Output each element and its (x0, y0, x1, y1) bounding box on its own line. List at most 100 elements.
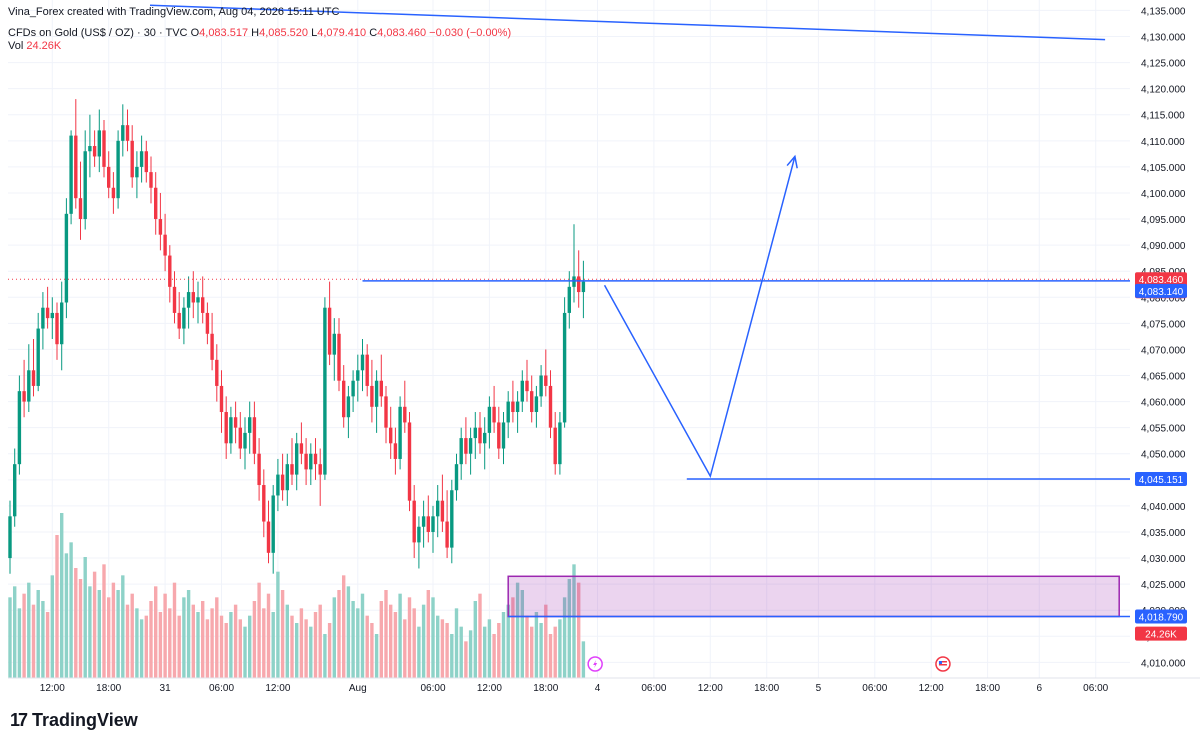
time-tick-label: 18:00 (975, 683, 1000, 694)
volume-legend[interactable]: Vol 24.26K (8, 40, 61, 52)
volume-bar (530, 626, 534, 678)
time-tick-label: 12:00 (477, 683, 502, 694)
candle-body (233, 417, 238, 428)
volume-value: 24.26K (26, 40, 62, 52)
candle-body (530, 391, 534, 413)
volume-bar (88, 586, 92, 678)
price-axis[interactable]: 4,135.000 4,130.000 4,125.000 4,120.000 4,11… (1130, 0, 1200, 700)
candle-body (13, 464, 17, 517)
candle-body (135, 166, 139, 178)
candle-body (384, 396, 388, 428)
resistance-price-tag-bg (1135, 283, 1187, 298)
candle-body (74, 135, 78, 199)
volume-bar (41, 601, 45, 678)
candle-body (111, 187, 116, 199)
candle-body (365, 354, 369, 386)
zone-price-tag-bg (1135, 609, 1187, 624)
volume-bar (280, 590, 285, 678)
demand-zone[interactable] (507, 575, 1120, 618)
volume-bar (426, 590, 430, 678)
time-axis[interactable]: 12:00 18:00 31 06:00 12:00 Aug 06:00 12:00 18:00… (8, 677, 1200, 694)
open-value: 4,083.517 (199, 27, 249, 39)
volume-bar (492, 634, 496, 678)
volume-bar (74, 568, 78, 678)
volume-bar (548, 634, 553, 678)
candle-body (553, 427, 557, 465)
volume-bar (553, 626, 557, 678)
volume-bar (102, 564, 106, 678)
volume-bar (22, 593, 26, 678)
volume-bar (417, 626, 421, 678)
time-tick-label: 06:00 (420, 683, 445, 694)
candle-body (154, 187, 158, 220)
candle-body (31, 370, 36, 386)
candle-body (285, 464, 289, 491)
candle-body (520, 380, 524, 402)
time-tick-label: 18:00 (754, 683, 779, 694)
volume-bar (266, 593, 271, 678)
candle-body (177, 312, 181, 329)
candle-body (243, 432, 247, 449)
time-tick-label: 12:00 (919, 683, 944, 694)
candle-body (478, 427, 482, 444)
candle-body (45, 307, 50, 319)
volume-bar (262, 608, 266, 678)
candle-body (421, 516, 426, 527)
time-tick-label: 12:00 (265, 683, 290, 694)
us-flag-event-icon[interactable] (935, 656, 951, 672)
candle-body (257, 453, 261, 486)
candle-body (102, 130, 106, 167)
trendline[interactable] (149, 4, 1106, 41)
candle-body (379, 380, 383, 397)
candle-body (158, 219, 163, 235)
volume-bar (318, 604, 322, 678)
volume-bar (351, 601, 355, 678)
volume-bar (224, 623, 228, 678)
candle-body (337, 333, 341, 381)
candle-body (248, 417, 252, 433)
candle-body (487, 406, 492, 433)
candle-body (393, 443, 398, 459)
symbol-legend[interactable]: CFDs on Gold (US$ / OZ) · 30 · TVC O4,08… (8, 27, 511, 39)
volume-bar (154, 586, 158, 678)
candle-body (210, 333, 214, 360)
volume-bar (163, 593, 167, 678)
candle-body (83, 151, 87, 220)
candle-body (88, 146, 92, 152)
candle-body (539, 375, 543, 397)
candle-body (356, 370, 360, 381)
volume-bar (60, 513, 64, 678)
candle-body (41, 307, 45, 329)
volume-bar (31, 604, 36, 678)
candle-body (201, 297, 205, 313)
candle-body (346, 396, 351, 418)
candle-body (403, 406, 407, 423)
candle-body (468, 438, 473, 454)
volume-bar (478, 593, 482, 678)
change-value: −0.030 (−0.00%) (429, 27, 512, 39)
volume-bar (135, 608, 139, 678)
candle-body (229, 417, 233, 444)
chart-drawings[interactable] (8, 4, 1130, 618)
candle-body (299, 443, 304, 454)
candle-body (22, 391, 26, 402)
candle-body (280, 474, 285, 491)
volume-bar (562, 597, 567, 678)
lightning-event-icon[interactable] (587, 656, 603, 672)
volume-bar (168, 608, 172, 678)
candle-body (27, 370, 31, 402)
tradingview-logo[interactable]: 17 TradingView (10, 710, 138, 731)
price-tick-label: 4,010.000 (1141, 658, 1186, 669)
resistance-price-tag: 4,083.140 (1139, 287, 1184, 298)
high-value: 4,085.520 (259, 27, 309, 39)
candle-body (196, 297, 200, 303)
volume-bar (337, 590, 341, 678)
price-tick-label: 4,090.000 (1141, 241, 1186, 252)
volume-bar (365, 615, 369, 678)
time-tick-label: 06:00 (862, 683, 887, 694)
event-markers[interactable] (587, 656, 951, 672)
projection-path[interactable] (603, 156, 796, 479)
candle-body (544, 375, 548, 386)
volume-bar (515, 582, 520, 678)
